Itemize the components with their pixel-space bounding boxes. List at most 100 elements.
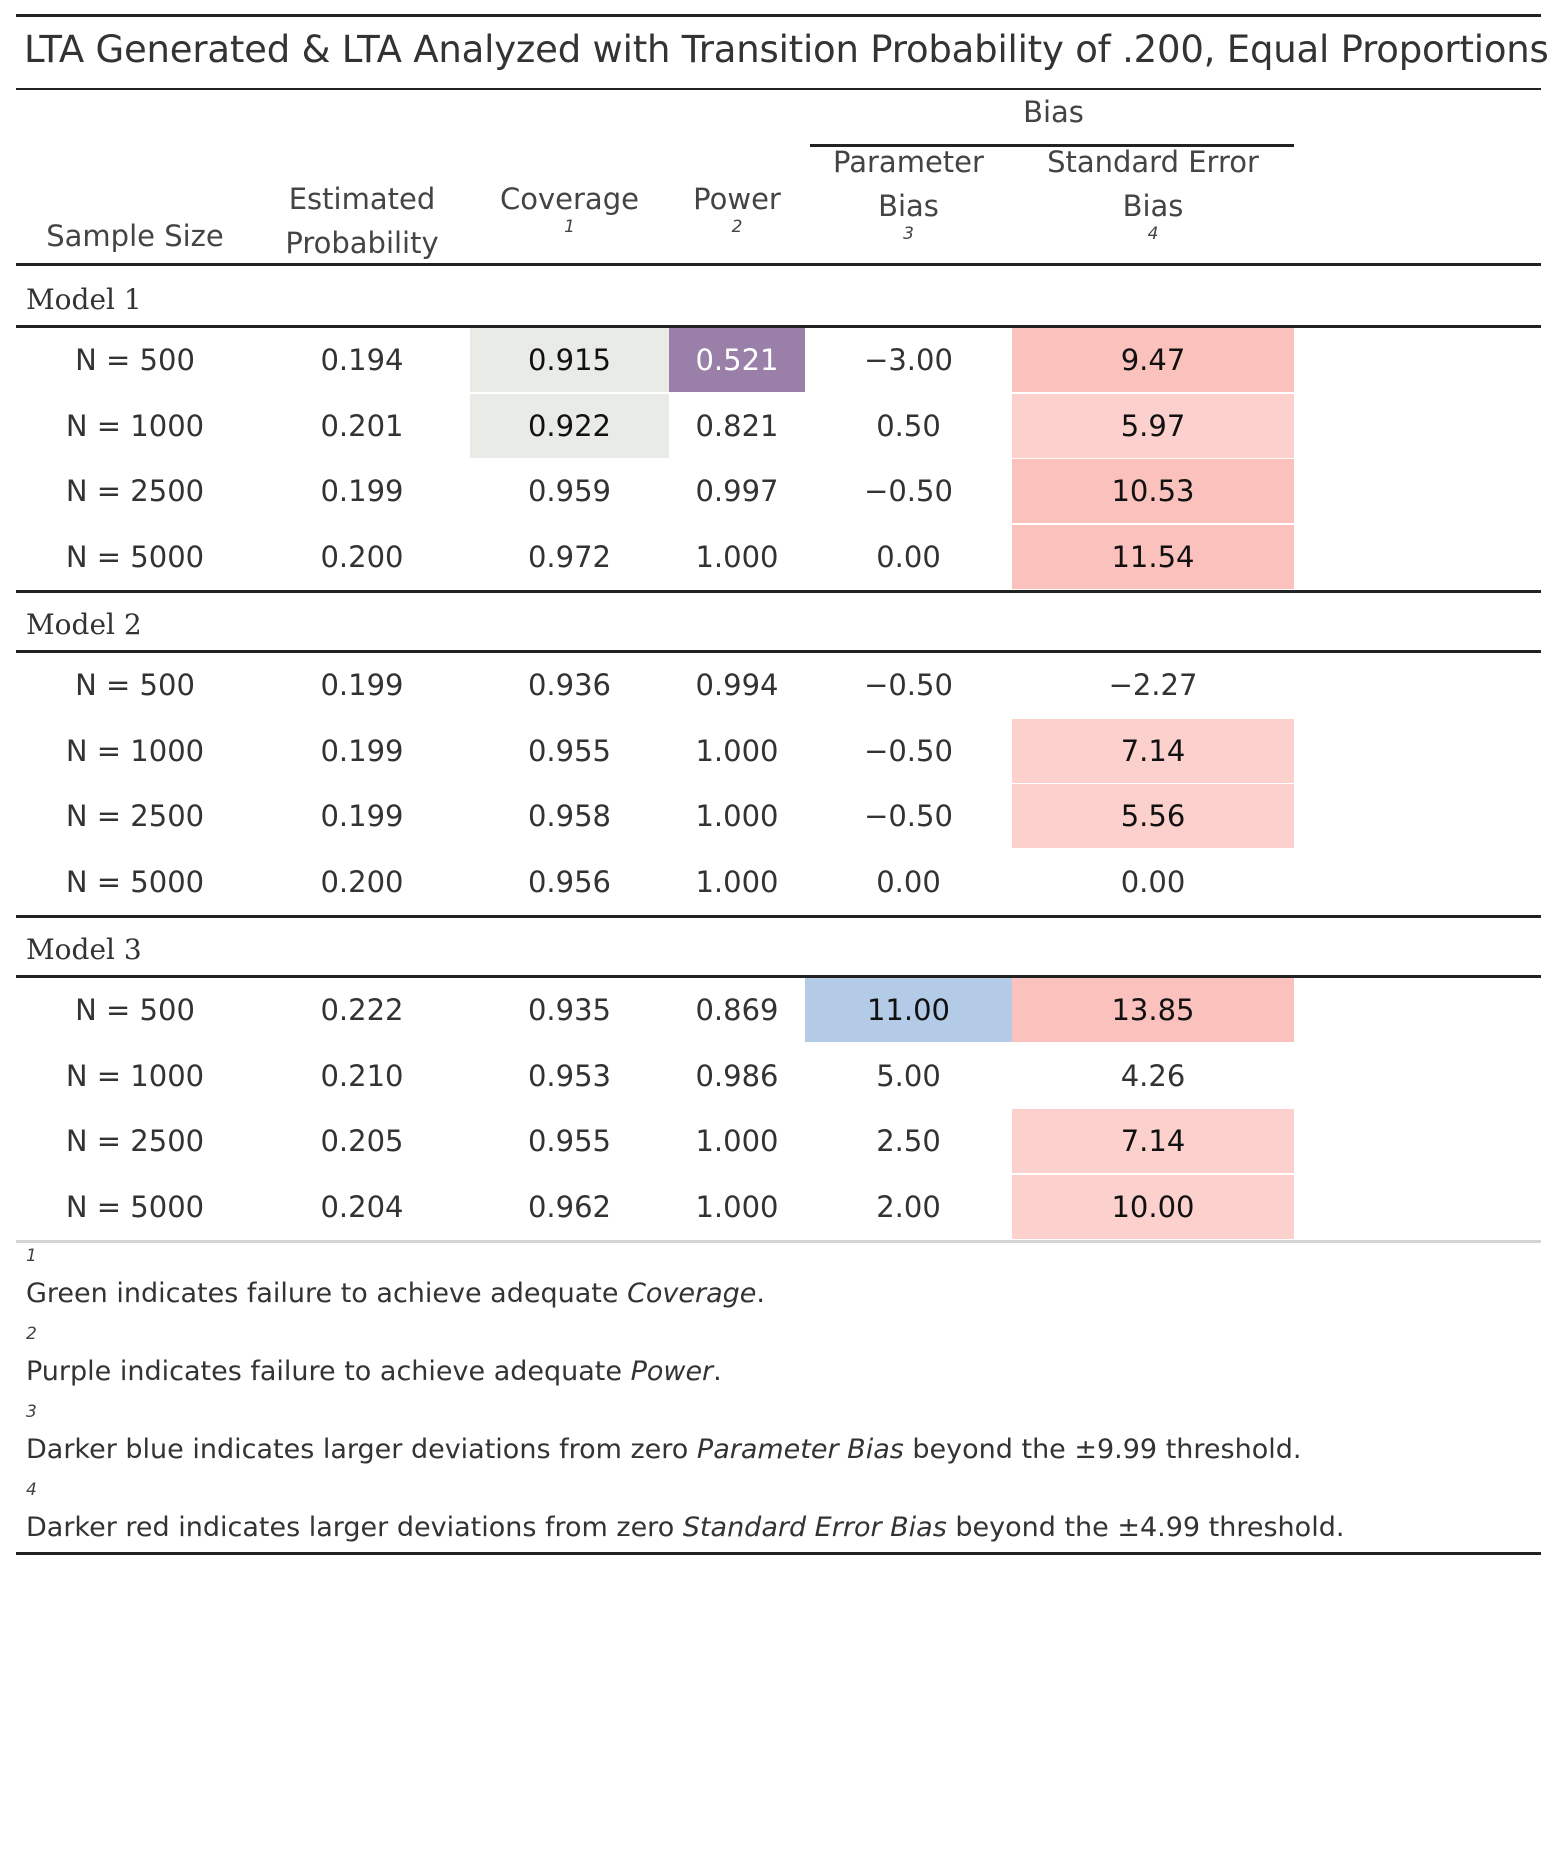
cell-coverage: 0.953 (527, 1058, 612, 1093)
cell-standard-error-bias: 9.47 (1012, 328, 1294, 392)
cell-parameter-bias: −0.50 (864, 799, 953, 833)
table-row: N = 2500 0.199 0.959 0.997 −0.50 10.53 (16, 459, 1541, 523)
table-row: N = 5000 0.204 0.962 1.000 2.00 10.00 (16, 1174, 1541, 1239)
group-rule (16, 325, 1541, 328)
header-coverage: Coverage 1 (470, 177, 669, 237)
cell-estimated-probability: 0.194 (320, 343, 404, 377)
footnote-text-emphasis: Coverage (627, 1278, 757, 1309)
footnote-text-emphasis: Parameter Bias (696, 1434, 904, 1465)
table-row: N = 500 0.194 0.915 0.521 −3.00 9.47 (16, 328, 1541, 392)
body-end-rule (16, 1240, 1541, 1243)
cell-coverage: 0.962 (527, 1189, 612, 1224)
cell-power: 1.000 (695, 539, 779, 574)
header-power-line1: Power (693, 182, 781, 216)
table-row: N = 1000 0.199 0.955 1.000 −0.50 7.14 (16, 718, 1541, 783)
cell-estimated-probability: 0.210 (320, 1058, 404, 1093)
header-estimated-probability-line2: Probability (285, 226, 439, 260)
cell-standard-error-bias: 4.26 (1120, 1058, 1186, 1093)
cell-power: 0.821 (695, 408, 779, 443)
footnote-text-pre: Darker blue indicates larger deviations … (26, 1434, 697, 1465)
footnote-text: Green indicates failure to achieve adequ… (26, 1278, 765, 1309)
footnote-text-emphasis: Power (630, 1356, 714, 1387)
top-rule (16, 14, 1541, 17)
footnote-text-pre: Purple indicates failure to achieve adeq… (26, 1356, 631, 1387)
cell-power: 1.000 (695, 864, 779, 899)
bias-spanner: Bias (1023, 95, 1084, 129)
cell-parameter-bias: 2.00 (876, 1189, 941, 1224)
cell-sample-size: N = 2500 (65, 799, 205, 833)
cell-sample-size: N = 500 (75, 993, 195, 1027)
cell-coverage: 0.936 (527, 668, 612, 702)
footnote-text-post: beyond the ±4.99 threshold. (946, 1512, 1345, 1543)
footnote-marker: 3 (26, 1402, 37, 1422)
cell-standard-error-bias: −2.27 (1108, 668, 1198, 702)
cell-parameter-bias: 0.50 (876, 408, 941, 443)
cell-parameter-bias: −0.50 (864, 733, 953, 768)
cell-standard-error-bias: 7.14 (1012, 1109, 1294, 1173)
cell-standard-error-bias: 13.85 (1012, 978, 1294, 1042)
cell-estimated-probability: 0.199 (320, 733, 404, 768)
header-parameter-bias: Parameter Bias 3 (805, 140, 1012, 244)
group-end-rule (16, 915, 1541, 918)
footnote-text-pre: Green indicates failure to achieve adequ… (26, 1278, 628, 1309)
cell-power: 0.997 (695, 474, 779, 508)
cell-parameter-bias: −3.00 (864, 343, 953, 377)
group-rule (16, 650, 1541, 653)
header-coverage-line1: Coverage (500, 182, 639, 216)
table-row: N = 2500 0.199 0.958 1.000 −0.50 5.56 (16, 784, 1541, 848)
footnote-text-pre: Darker red indicates larger deviations f… (26, 1512, 683, 1543)
table-row: N = 2500 0.205 0.955 1.000 2.50 7.14 (16, 1109, 1541, 1173)
cell-parameter-bias: −0.50 (864, 474, 953, 508)
header-standard-error-bias-footnote-marker: 4 (1147, 224, 1159, 244)
cell-coverage: 0.972 (527, 539, 612, 574)
header-parameter-bias-line2: Bias (878, 189, 939, 223)
header-sample-size-line1: Sample Size (46, 219, 224, 253)
cell-estimated-probability: 0.199 (320, 799, 404, 833)
cell-estimated-probability: 0.199 (320, 668, 404, 702)
cell-standard-error-bias: 10.00 (1012, 1174, 1294, 1239)
cell-coverage: 0.959 (527, 474, 612, 508)
footnote-text-post: . (713, 1356, 722, 1387)
cell-sample-size: N = 1000 (65, 1058, 205, 1093)
cell-parameter-bias: 0.00 (876, 539, 941, 574)
cell-estimated-probability: 0.222 (320, 993, 404, 1027)
cell-estimated-probability: 0.199 (320, 474, 404, 508)
cell-estimated-probability: 0.200 (320, 864, 404, 899)
cell-sample-size: N = 500 (75, 343, 195, 377)
header-estimated-probability-line1: Estimated (288, 182, 436, 216)
cell-parameter-bias: 5.00 (876, 1058, 941, 1093)
table-row: N = 5000 0.200 0.956 1.000 0.00 0.00 (16, 850, 1541, 914)
header-power-footnote-marker: 2 (731, 217, 743, 237)
cell-standard-error-bias: 7.14 (1012, 718, 1294, 783)
header-power: Power 2 (669, 177, 805, 237)
table-row: N = 500 0.199 0.936 0.994 −0.50 −2.27 (16, 653, 1541, 717)
cell-parameter-bias: −0.50 (864, 668, 953, 702)
header-coverage-footnote-marker: 1 (564, 217, 575, 237)
cell-coverage: 0.955 (527, 733, 612, 768)
title-rule (16, 88, 1541, 90)
footnote-text: Darker blue indicates larger deviations … (26, 1434, 1301, 1465)
spanner-rule (810, 144, 1294, 147)
cell-parameter-bias: 0.00 (876, 864, 941, 899)
header-estimated-probability: Estimated Probability (254, 177, 470, 265)
group-label: Model 2 (26, 608, 142, 641)
table-row: N = 1000 0.201 0.922 0.821 0.50 5.97 (16, 393, 1541, 458)
cell-power: 1.000 (695, 1124, 779, 1158)
cell-estimated-probability: 0.205 (320, 1124, 404, 1158)
cell-standard-error-bias: 11.54 (1012, 524, 1294, 589)
table-row: N = 1000 0.210 0.953 0.986 5.00 4.26 (16, 1044, 1541, 1108)
header-parameter-bias-line1: Parameter (833, 145, 984, 179)
footnote-text-post: . (756, 1278, 766, 1309)
footnote-text-post: beyond the ±9.99 threshold. (903, 1434, 1302, 1465)
group-label: Model 1 (26, 283, 142, 316)
header-standard-error-bias: Standard Error Bias 4 (1012, 140, 1294, 244)
cell-sample-size: N = 5000 (65, 539, 205, 574)
header-standard-error-bias-line1: Standard Error (1047, 145, 1259, 179)
cell-power: 1.000 (695, 733, 779, 768)
group-label: Model 3 (26, 933, 142, 966)
cell-coverage: 0.955 (527, 1124, 612, 1158)
cell-power: 0.869 (695, 993, 779, 1027)
cell-sample-size: N = 1000 (65, 408, 205, 443)
cell-power: 0.986 (695, 1058, 779, 1093)
footnote-text: Purple indicates failure to achieve adeq… (26, 1356, 722, 1387)
